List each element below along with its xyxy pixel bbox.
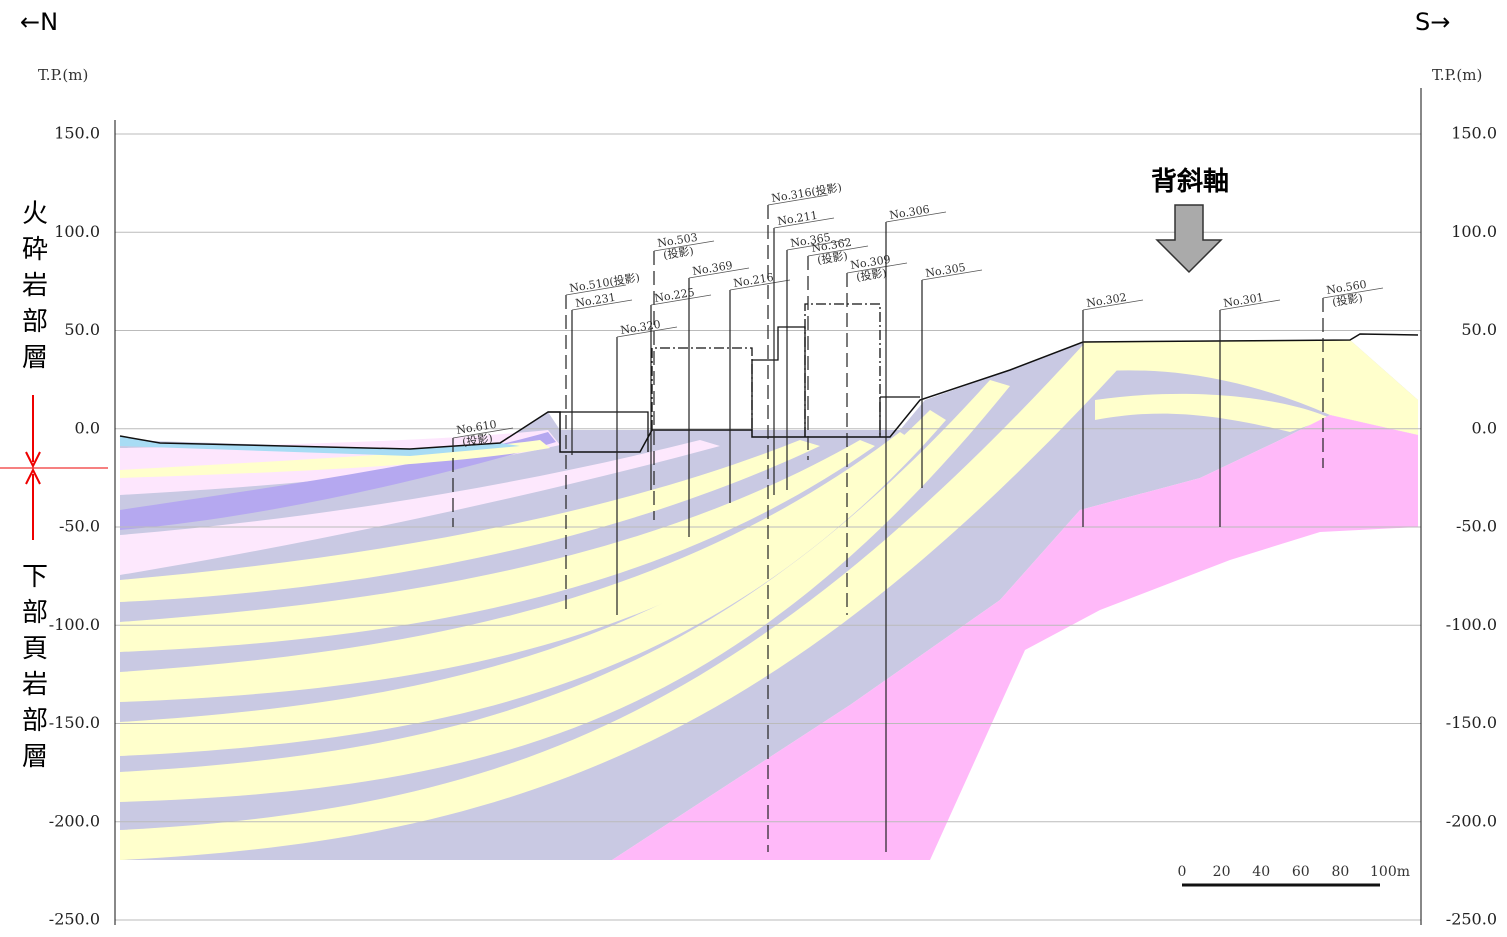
anticline-arrow bbox=[1155, 204, 1223, 274]
borehole-label: (投影) bbox=[816, 248, 848, 267]
direction-north: ←N bbox=[20, 8, 58, 36]
scale-bar: 0 20 40 60 80 100m bbox=[1178, 864, 1410, 887]
leader bbox=[921, 269, 983, 281]
ground-surface bbox=[119, 333, 1419, 453]
formation-upper: 火砕岩部層 bbox=[22, 199, 48, 373]
leader bbox=[650, 294, 712, 306]
y-tick-label: -150.0 bbox=[49, 713, 100, 732]
borehole-label: No.503 bbox=[656, 231, 698, 250]
scale-label: 40 bbox=[1252, 864, 1270, 880]
scale-label: 100m bbox=[1370, 864, 1410, 880]
borehole-label: No.309 bbox=[849, 253, 891, 272]
leader bbox=[571, 299, 633, 311]
sand-layer bbox=[120, 432, 912, 702]
boreholes: No.610(投影)No.510(投影)No.231No.320No.503(投… bbox=[452, 180, 1384, 852]
leader bbox=[616, 326, 678, 338]
leader bbox=[452, 427, 514, 439]
sand-layer bbox=[120, 410, 946, 756]
borehole-label: (投影) bbox=[461, 430, 493, 449]
borehole-label: No.365 bbox=[789, 231, 831, 250]
sand-layer bbox=[120, 440, 550, 478]
leader bbox=[807, 245, 869, 257]
y-tick-label: 50.0 bbox=[64, 320, 100, 339]
y-tick-label: 150.0 bbox=[1451, 124, 1497, 143]
y-tick-label: -200.0 bbox=[1446, 811, 1497, 830]
structures bbox=[548, 326, 920, 452]
borehole-label: No.369 bbox=[691, 259, 733, 278]
y-tick-label: -50.0 bbox=[1456, 517, 1497, 536]
y-tick-label: 50.0 bbox=[1461, 320, 1497, 339]
borehole-label: No.306 bbox=[888, 203, 930, 222]
sand-layer bbox=[1095, 393, 1330, 432]
leader bbox=[767, 194, 829, 206]
leader bbox=[729, 279, 791, 291]
water bbox=[120, 436, 520, 456]
borehole-label: No.316(投影) bbox=[770, 180, 842, 205]
y-tick-label: 0.0 bbox=[75, 418, 100, 437]
y-tick-label: -100.0 bbox=[1446, 615, 1497, 634]
basement bbox=[612, 415, 1418, 860]
sand-layer bbox=[120, 380, 1010, 802]
sand-layer bbox=[1083, 340, 1418, 435]
borehole-label: No.560 bbox=[1325, 278, 1367, 297]
borehole-label: (投影) bbox=[662, 243, 694, 262]
scale-label: 60 bbox=[1292, 864, 1310, 880]
borehole-label: No.302 bbox=[1085, 291, 1127, 310]
borehole-label: No.610 bbox=[455, 418, 497, 437]
leader bbox=[885, 211, 947, 223]
sand-layer bbox=[120, 440, 820, 602]
direction-south: S→ bbox=[1415, 8, 1450, 36]
borehole-label: No.216 bbox=[732, 271, 774, 290]
borehole-label: No.211 bbox=[776, 209, 818, 228]
borehole-label: No.301 bbox=[1222, 291, 1264, 310]
leader bbox=[773, 217, 835, 229]
y-tick-label: -150.0 bbox=[1446, 713, 1497, 732]
leader bbox=[1082, 299, 1144, 311]
axis-unit: T.P.(m) bbox=[1432, 66, 1482, 84]
anticline-label: 背斜軸 bbox=[1151, 166, 1229, 197]
borehole-label: (投影) bbox=[1331, 290, 1363, 309]
boundary-marker bbox=[0, 395, 108, 540]
tuff-layer bbox=[120, 440, 720, 575]
leader bbox=[1322, 287, 1384, 299]
leader bbox=[688, 267, 750, 279]
layers bbox=[120, 340, 1418, 860]
leader bbox=[653, 240, 715, 252]
y-tick-label: -200.0 bbox=[49, 811, 100, 830]
borehole-label: (投影) bbox=[855, 265, 887, 284]
y-tick-label: 150.0 bbox=[54, 124, 100, 143]
borehole-label: No.320 bbox=[619, 318, 661, 337]
borehole-label: No.225 bbox=[653, 286, 695, 305]
excavation bbox=[651, 303, 881, 437]
formation-lower: 下部頁岩部層 bbox=[22, 562, 48, 772]
y-tick-label: -50.0 bbox=[59, 517, 100, 536]
y-tick-label: 0.0 bbox=[1472, 418, 1497, 437]
scale-label: 20 bbox=[1213, 864, 1231, 880]
y-tick-label: -250.0 bbox=[1446, 910, 1497, 929]
borehole-label: No.305 bbox=[924, 261, 966, 280]
leader bbox=[786, 239, 848, 251]
sand-layer bbox=[120, 440, 875, 652]
leader bbox=[565, 284, 627, 296]
y-tick-label: 100.0 bbox=[54, 222, 100, 241]
leader bbox=[1219, 299, 1281, 311]
scale-label: 0 bbox=[1178, 864, 1187, 880]
y-tick-label: -100.0 bbox=[49, 615, 100, 634]
axis-unit: T.P.(m) bbox=[38, 66, 88, 84]
y-tick-label: -250.0 bbox=[49, 910, 100, 929]
y-tick-label: 100.0 bbox=[1451, 222, 1497, 241]
borehole-label: No.362 bbox=[810, 236, 852, 255]
leader bbox=[846, 262, 908, 274]
borehole-label: No.510(投影) bbox=[568, 270, 640, 295]
scale-label: 80 bbox=[1331, 864, 1349, 880]
borehole-label: No.231 bbox=[574, 291, 616, 310]
